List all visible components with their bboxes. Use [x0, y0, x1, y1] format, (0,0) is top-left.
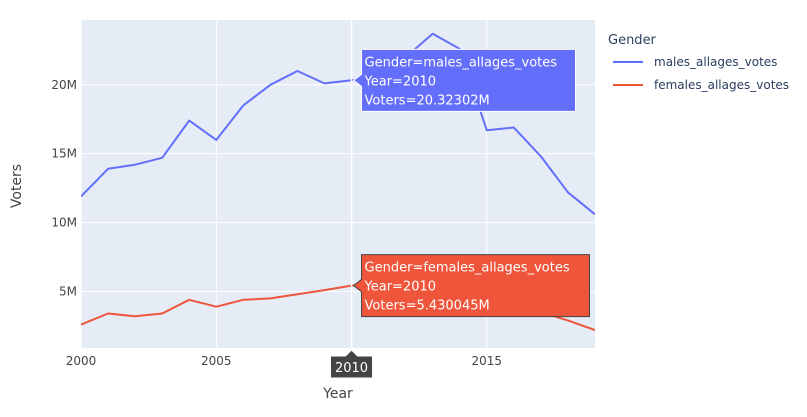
- y-tick-label: 20M: [51, 78, 77, 92]
- tooltip-line: Year=2010: [364, 280, 437, 295]
- x-tick-label: 2015: [472, 354, 503, 368]
- y-tick-label: 5M: [59, 284, 77, 298]
- x-tick-label: 2000: [66, 354, 97, 368]
- hover-layer: Gender=males_allages_votes Year=2010 Voter…: [330, 20, 591, 379]
- x-axis-title: Year: [322, 386, 353, 402]
- legend-label-females: females_allages_votes: [654, 78, 789, 92]
- males-series-line: [81, 32, 595, 216]
- legend: Gender males_allages_votes females_allag…: [608, 33, 789, 92]
- y-tick-label: 15M: [51, 147, 77, 161]
- y-tick-label: 10M: [51, 216, 77, 230]
- tooltip-box: [352, 254, 591, 318]
- hover-tooltip-males: Gender=males_allages_votes Year=2010 Voter…: [352, 48, 577, 112]
- tooltip-line: Voters=5.430045M: [365, 299, 490, 314]
- legend-item-females[interactable]: females_allages_votes: [613, 78, 789, 92]
- tooltip-line: Year=2010: [364, 74, 437, 89]
- hover-tooltip-females: Gender=females_allages_votes Year=2010 Vot…: [352, 254, 591, 318]
- x-tick-label: 2005: [201, 354, 232, 368]
- legend-item-males[interactable]: males_allages_votes: [613, 55, 777, 69]
- legend-label-males: males_allages_votes: [654, 55, 777, 69]
- tooltip-line: Voters=20.32302M: [365, 93, 490, 108]
- y-axis-title: Voters: [9, 164, 25, 208]
- legend-title: Gender: [608, 33, 657, 48]
- tooltip-line: Gender=females_allages_votes: [365, 261, 570, 276]
- x-label-text: 2010: [335, 361, 368, 376]
- x-label-box: [330, 349, 374, 379]
- hover-x-label: 2010: [330, 349, 374, 379]
- tooltip-box: [352, 48, 577, 112]
- tooltip-line: Gender=males_allages_votes: [365, 55, 558, 70]
